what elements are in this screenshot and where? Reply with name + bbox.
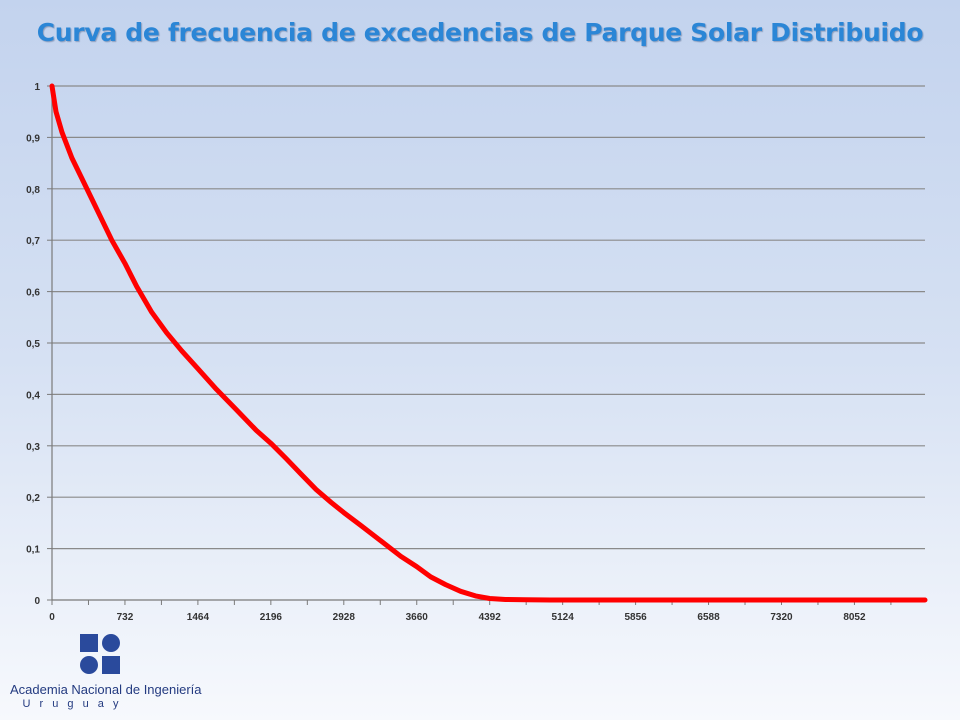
- y-tick-label: 0,5: [26, 339, 40, 350]
- y-tick-label: 0,6: [26, 288, 40, 299]
- y-tick-label: 0,8: [26, 185, 40, 196]
- y-tick-label: 0,9: [26, 133, 40, 144]
- y-tick-label: 0,4: [26, 390, 40, 401]
- x-tick-label: 5124: [552, 612, 575, 623]
- x-tick-label: 0: [49, 612, 55, 623]
- y-tick-label: 0,7: [26, 236, 40, 247]
- academy-country: U r u g u a y: [22, 698, 122, 710]
- y-tick-label: 0,1: [26, 545, 40, 556]
- y-tick-label: 0,2: [26, 493, 40, 504]
- academy-logo: Academia Nacional de Ingeniería U r u g …: [10, 632, 202, 714]
- x-tick-label: 2196: [260, 612, 283, 623]
- x-tick-label: 6588: [697, 612, 720, 623]
- exceedance-chart: 0 0,1 0,2 0,3 0,4 0,5 0,6 0,7 0,8 0,9 1 0 732 1464 21…: [26, 82, 928, 623]
- y-tick-label: 1: [34, 82, 40, 93]
- series-line: [49, 83, 928, 603]
- y-tick-labels: 0 0,1 0,2 0,3 0,4 0,5 0,6 0,7 0,8 0,9 1: [26, 82, 40, 607]
- x-tick-label: 1464: [187, 612, 210, 623]
- x-tick-label: 2928: [333, 612, 356, 623]
- series-group: [49, 83, 928, 603]
- gridlines: [52, 85, 925, 550]
- x-tick-label: 3660: [406, 612, 429, 623]
- chart-title: Curva de frecuencia de excedencias de Pa…: [36, 18, 924, 47]
- x-tick-label: 7320: [770, 612, 793, 623]
- y-tick-label: 0: [34, 596, 40, 607]
- x-tick-label: 8052: [843, 612, 866, 623]
- academy-logo-icon: [80, 634, 120, 674]
- x-tick-label: 4392: [479, 612, 502, 623]
- x-tick-label: 732: [117, 612, 134, 623]
- x-tick-label: 5856: [624, 612, 647, 623]
- x-tick-labels: 0 732 1464 2196 2928 3660 4392 5124 5856 6588 7320…: [49, 612, 866, 623]
- academy-name: Academia Nacional de Ingeniería: [10, 682, 202, 697]
- y-tick-label: 0,3: [26, 442, 40, 453]
